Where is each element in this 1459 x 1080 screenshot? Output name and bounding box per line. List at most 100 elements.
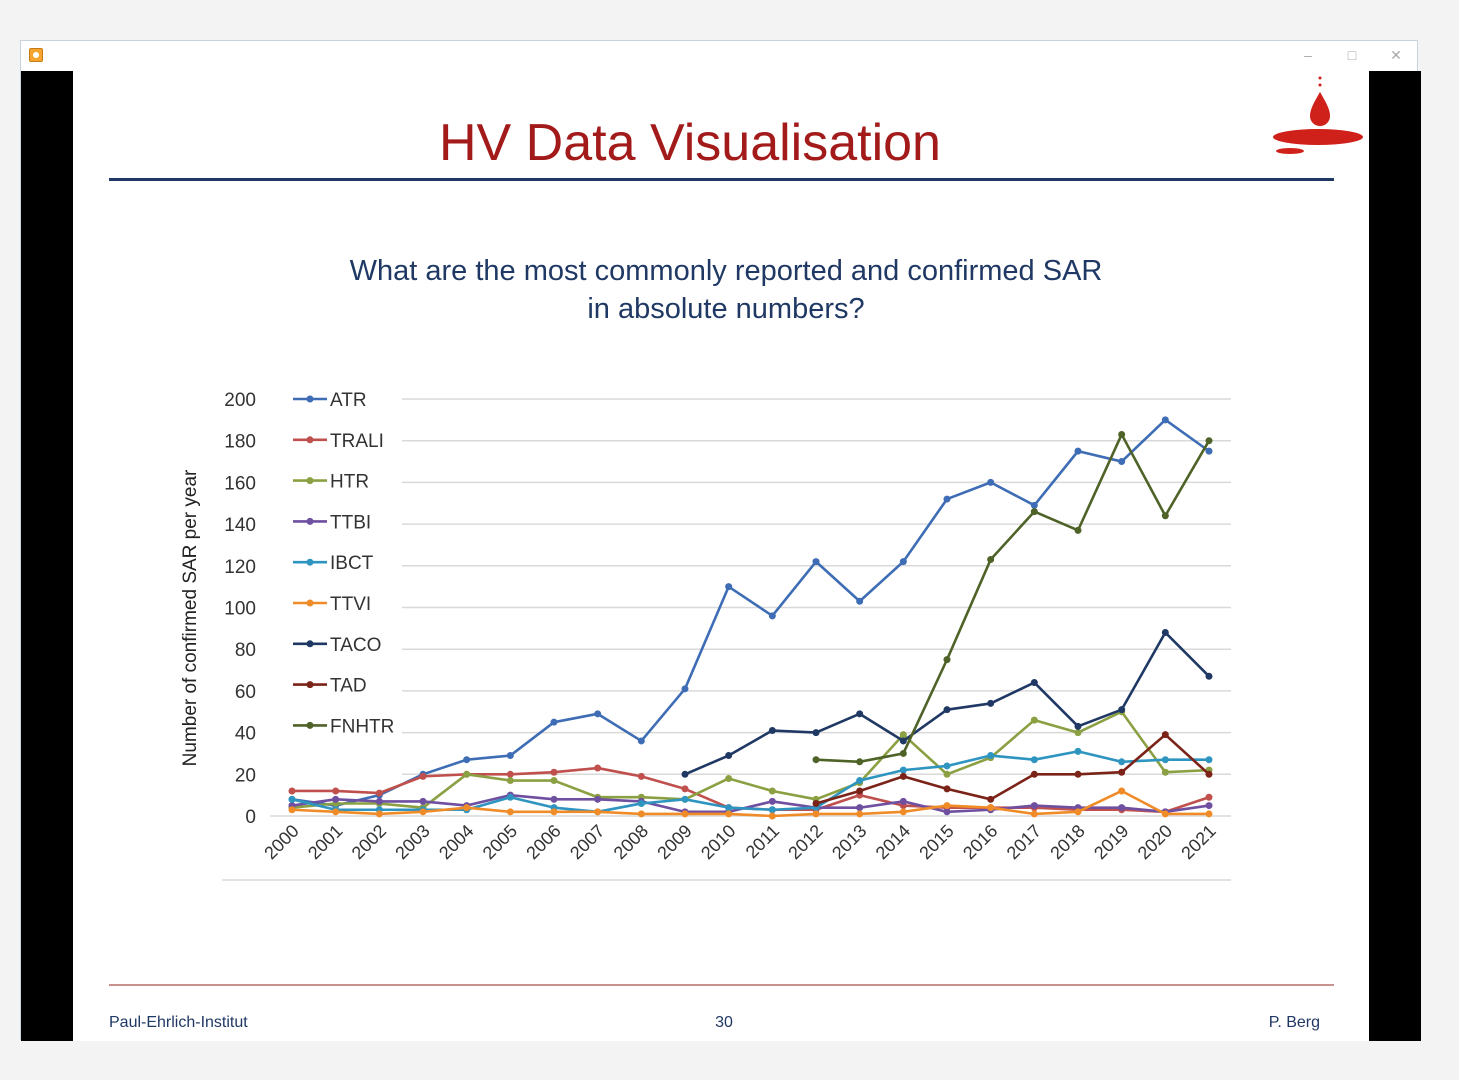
data-point xyxy=(812,810,820,818)
y-tick-label: 200 xyxy=(224,390,256,411)
data-point xyxy=(288,806,296,814)
data-point xyxy=(550,718,558,726)
data-point xyxy=(594,795,602,803)
x-tick-label: 2002 xyxy=(348,821,390,863)
minimize-icon[interactable]: – xyxy=(1304,47,1312,63)
data-point xyxy=(943,495,951,503)
y-tick-label: 120 xyxy=(224,557,256,578)
legend-item-taco: TACO xyxy=(293,627,400,656)
data-point xyxy=(1074,729,1082,737)
data-point xyxy=(1030,756,1038,764)
data-point xyxy=(506,752,514,760)
data-point xyxy=(1118,706,1126,714)
title-bar: – □ ✕ xyxy=(21,41,1417,71)
data-point xyxy=(463,804,471,812)
y-tick-label: 40 xyxy=(235,724,256,745)
legend-label: FNHTR xyxy=(330,716,394,737)
data-point xyxy=(856,804,864,812)
data-point xyxy=(1205,447,1213,455)
data-point xyxy=(943,770,951,778)
x-tick-label: 2011 xyxy=(742,821,784,863)
data-point xyxy=(725,804,733,812)
data-point xyxy=(943,785,951,793)
close-icon[interactable]: ✕ xyxy=(1390,47,1402,63)
data-point xyxy=(288,787,296,795)
data-point xyxy=(943,808,951,816)
data-point xyxy=(856,810,864,818)
data-point xyxy=(1161,416,1169,424)
data-point xyxy=(725,752,733,760)
legend-item-ibct: IBCT xyxy=(293,546,400,574)
series-line xyxy=(291,418,1210,807)
data-point xyxy=(637,737,645,745)
data-point xyxy=(681,785,689,793)
data-point xyxy=(681,810,689,818)
data-point xyxy=(725,810,733,818)
data-point xyxy=(1030,810,1038,818)
presentation-window: – □ ✕ xyxy=(20,40,1421,1041)
legend-item-fnhtr: FNHTR xyxy=(293,709,400,737)
legend-item-ttbi: TTBI xyxy=(293,505,400,533)
app-icon xyxy=(29,48,43,62)
data-point xyxy=(463,770,471,778)
data-point xyxy=(332,787,340,795)
series-line xyxy=(291,793,1210,814)
data-point xyxy=(419,808,427,816)
data-point xyxy=(725,583,733,591)
data-point xyxy=(899,731,907,739)
x-tick-label: 2009 xyxy=(653,821,695,863)
data-point xyxy=(550,795,558,803)
data-point xyxy=(681,685,689,693)
data-point xyxy=(856,787,864,795)
legend-label: HTR xyxy=(330,472,369,493)
x-tick-label: 2016 xyxy=(959,821,1001,863)
data-point xyxy=(812,729,820,737)
data-point xyxy=(594,710,602,718)
logo-blood-drop xyxy=(1273,76,1363,154)
y-tick-label: 0 xyxy=(245,807,256,828)
right-letterbox xyxy=(1369,71,1421,1041)
data-point xyxy=(681,795,689,803)
series-line xyxy=(815,433,1211,764)
x-tick-label: 2017 xyxy=(1003,821,1045,863)
y-tick-label: 140 xyxy=(224,515,256,536)
series-tad xyxy=(812,731,1213,807)
data-point xyxy=(375,797,383,805)
x-tick-label: 2004 xyxy=(435,821,477,863)
data-point xyxy=(1161,810,1169,818)
series-fnhtr xyxy=(812,430,1213,766)
data-point xyxy=(419,772,427,780)
data-point xyxy=(332,808,340,816)
x-tick-label: 2019 xyxy=(1090,821,1132,863)
data-point xyxy=(812,799,820,807)
data-point xyxy=(1030,679,1038,687)
data-point xyxy=(375,789,383,797)
x-tick-label: 2021 xyxy=(1177,821,1219,863)
legend-item-atr: ATR xyxy=(293,383,400,411)
data-point xyxy=(768,727,776,735)
data-point xyxy=(768,787,776,795)
data-point xyxy=(681,770,689,778)
title-rule xyxy=(109,178,1334,181)
footer-left: Paul-Ehrlich-Institut xyxy=(109,1014,248,1031)
y-axis-label: Number of confirmed SAR per year xyxy=(180,469,201,766)
chart-question-line2: in absolute numbers? xyxy=(587,293,864,325)
data-point xyxy=(812,756,820,764)
data-point xyxy=(506,770,514,778)
legend-item-htr: HTR xyxy=(293,464,400,493)
data-point xyxy=(1205,793,1213,801)
maximize-icon[interactable]: □ xyxy=(1347,47,1357,63)
y-tick-label: 60 xyxy=(235,682,256,703)
slide-title: HV Data Visualisation xyxy=(439,114,941,172)
data-point xyxy=(1161,731,1169,739)
data-point xyxy=(1205,802,1213,810)
legend-label: TTBI xyxy=(330,512,371,533)
data-point xyxy=(1074,722,1082,730)
x-tick-label: 2010 xyxy=(697,821,739,863)
x-tick-label: 2018 xyxy=(1046,821,1088,863)
data-point xyxy=(506,808,514,816)
data-point xyxy=(899,766,907,774)
data-point xyxy=(1161,629,1169,637)
chart-question-line1: What are the most commonly reported and … xyxy=(350,255,1103,287)
data-point xyxy=(1205,756,1213,764)
